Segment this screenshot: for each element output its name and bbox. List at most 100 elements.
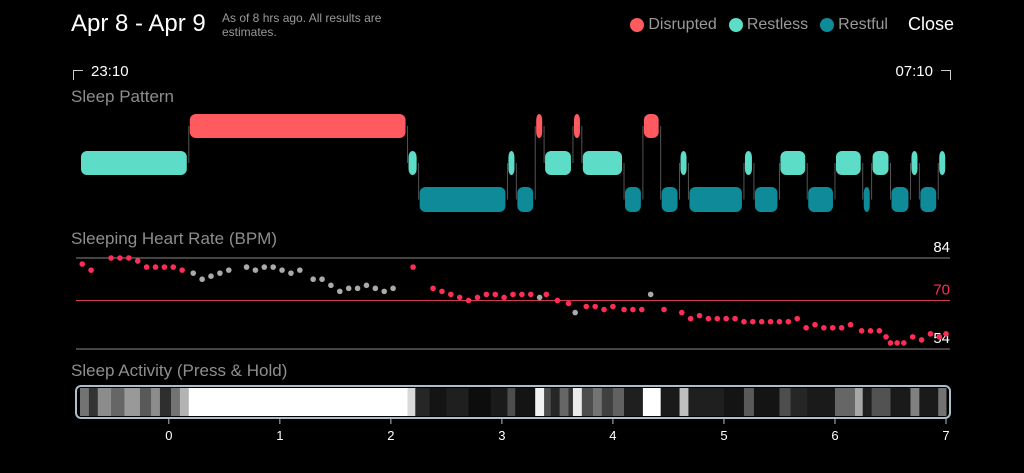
heart-rate-point xyxy=(190,270,197,276)
heart-rate-point xyxy=(510,291,516,298)
activity-band xyxy=(188,388,409,416)
heart-rate-point xyxy=(838,324,845,331)
activity-frame xyxy=(75,385,951,419)
activity-band xyxy=(179,388,190,416)
heart-rate-point xyxy=(927,331,934,337)
timeline-end: 07:10 xyxy=(895,63,951,80)
activity-band xyxy=(581,388,594,416)
heart-rate-point xyxy=(592,303,598,310)
heart-rate-point xyxy=(867,328,874,334)
activity-band xyxy=(854,388,864,416)
heart-rate-point xyxy=(439,288,445,295)
x-tick-label: 6 xyxy=(831,428,838,443)
heart-rate-point xyxy=(661,306,667,313)
heart-rate-heading: Sleeping Heart Rate (BPM) xyxy=(71,229,277,248)
heart-rate-point xyxy=(936,334,943,340)
heart-rate-point xyxy=(179,267,185,273)
activity-band xyxy=(151,388,161,416)
x-tick-label: 4 xyxy=(609,428,616,443)
heart-rate-point xyxy=(527,291,534,298)
activity-band xyxy=(612,388,625,416)
sleep-segment-restful xyxy=(625,187,641,212)
sleep-segment-restless xyxy=(780,151,806,175)
sleep-segment-disrupted xyxy=(573,114,580,138)
sleep-segment-restless xyxy=(582,151,623,175)
heart-rate-point xyxy=(572,309,578,316)
activity-band xyxy=(468,388,492,416)
heart-rate-point xyxy=(217,270,223,276)
heart-rate-point xyxy=(876,328,883,334)
x-tick-label: 7 xyxy=(942,428,949,443)
heart-rate-point xyxy=(767,318,774,325)
activity-band xyxy=(88,388,99,416)
x-tick-label: 3 xyxy=(498,428,505,443)
sleep-segment-disrupted xyxy=(189,114,406,138)
heart-rate-point xyxy=(829,324,836,331)
heart-rate-point xyxy=(501,294,507,301)
heart-rate-point xyxy=(638,306,645,313)
sleep-segment-restless xyxy=(508,151,515,175)
heart-rate-point xyxy=(894,340,900,346)
x-tick-label: 1 xyxy=(276,428,283,443)
activity-band xyxy=(642,388,662,416)
activity-band xyxy=(834,388,856,416)
close-button[interactable]: Close xyxy=(907,14,954,34)
heart-rate-point xyxy=(647,291,654,298)
sleep-segment-restful xyxy=(808,187,833,212)
heart-rate-point xyxy=(601,306,607,313)
heart-rate-point xyxy=(126,255,132,261)
sleep-segment-disrupted xyxy=(536,114,543,138)
x-tick-label: 2 xyxy=(387,428,394,443)
heart-rate-point xyxy=(714,315,721,322)
reference-label-84: 84 xyxy=(933,239,950,256)
restless-swatch-icon xyxy=(728,17,743,32)
heart-rate-point xyxy=(430,285,436,292)
sleep-segment-restless xyxy=(545,151,571,175)
heart-rate-point xyxy=(297,267,303,273)
activity-band xyxy=(407,388,416,416)
activity-band xyxy=(139,388,152,416)
heart-rate-point xyxy=(108,255,114,261)
heart-rate-point xyxy=(270,264,276,270)
heart-rate-point xyxy=(821,324,827,331)
activity-band xyxy=(910,388,920,416)
activity-band xyxy=(544,388,552,416)
activity-band xyxy=(171,388,181,416)
activity-band xyxy=(111,388,125,416)
heart-rate-point xyxy=(88,267,94,273)
heart-rate-point xyxy=(565,300,572,307)
heart-rate-point xyxy=(687,315,694,322)
heart-rate-point xyxy=(741,318,747,325)
activity-band xyxy=(568,388,574,416)
sleep-segment-restless xyxy=(835,151,861,175)
heart-rate-point xyxy=(363,282,370,289)
heart-rate-point xyxy=(858,328,865,334)
heart-rate-point xyxy=(79,261,86,267)
activity-band xyxy=(572,388,583,416)
activity-band xyxy=(124,388,141,416)
heart-rate-point xyxy=(252,267,259,273)
heart-rate-point xyxy=(732,315,738,322)
sleep-segment-restful xyxy=(689,187,742,212)
heart-rate-point xyxy=(554,297,561,304)
heart-rate-point xyxy=(261,264,268,270)
heart-rate-point xyxy=(372,285,379,292)
heart-rate-point xyxy=(678,309,685,316)
heart-rate-point xyxy=(225,267,232,273)
heart-rate-point xyxy=(310,276,316,283)
heart-rate-point xyxy=(794,315,801,322)
heart-rate-point xyxy=(152,264,159,270)
sleep-segment-disrupted xyxy=(643,114,659,138)
heart-rate-point xyxy=(883,334,889,340)
activity-band xyxy=(779,388,792,416)
heart-rate-point xyxy=(117,255,123,261)
activity-band xyxy=(688,388,725,416)
heart-rate-point xyxy=(337,288,343,295)
heart-rate-point xyxy=(812,321,818,328)
heart-rate-point xyxy=(918,337,925,343)
heart-rate-point xyxy=(199,276,205,283)
activity-band xyxy=(743,388,755,416)
sleep-pattern-heading: Sleep Pattern xyxy=(71,87,175,106)
heart-rate-point xyxy=(279,267,285,273)
